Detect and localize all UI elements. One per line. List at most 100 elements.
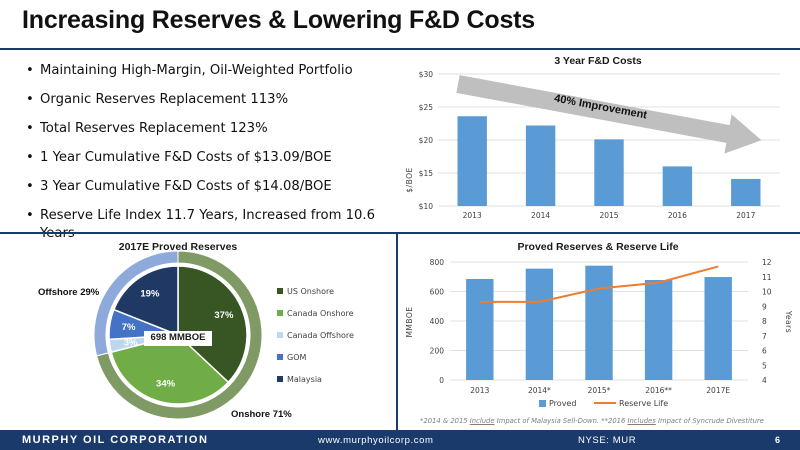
combo-y2-tick-label: 5 — [762, 361, 767, 370]
bullet-text: 1 Year Cumulative F&D Costs of $13.09/BO… — [40, 150, 332, 165]
proved-reserves-donut-chart: 2017E Proved Reserves 37% 34% 3% 7% 19% Onsho… — [38, 241, 354, 420]
combo-chart-title: Proved Reserves & Reserve Life — [517, 241, 678, 253]
combo-legend-swatch — [539, 400, 546, 407]
fd-x-tick-label: 2015 — [599, 211, 618, 220]
fd-chart-title: 3 Year F&D Costs — [554, 55, 642, 67]
stock-ticker: NYSE: MUR — [578, 435, 637, 446]
pie-slice-label: 19% — [140, 289, 160, 300]
pie-legend-swatch — [277, 354, 283, 360]
footnote-text: *2014 & 2015 — [420, 417, 470, 425]
pie-legend-label: Canada Onshore — [287, 309, 354, 318]
footnote-text: Impact of Syncrude Divestiture — [655, 417, 764, 425]
bullet-text: Total Reserves Replacement 123% — [40, 121, 268, 136]
combo-y2-tick-label: 6 — [762, 347, 767, 356]
footnote-underlined: Include — [469, 417, 495, 425]
bullet-item: • Organic Reserves Replacement 113% — [26, 91, 396, 120]
bullet-item: • 3 Year Cumulative F&D Costs of $14.08/B… — [26, 178, 396, 207]
combo-legend-label: Reserve Life — [619, 399, 668, 408]
combo-y2-tick-label: 9 — [762, 302, 767, 311]
pie-slice-label: 7% — [122, 322, 136, 333]
fd-cost-chart: 3 Year F&D Costs $/BOE 40% Improvement $… — [405, 55, 780, 220]
bullet-dot-icon: • — [26, 92, 34, 107]
proved-bar — [525, 268, 554, 380]
pie-legend-swatch — [277, 376, 283, 382]
bullet-dot-icon: • — [26, 63, 34, 78]
page-number: 6 — [775, 435, 781, 445]
combo-y-tick-label: 200 — [430, 347, 445, 356]
bullet-item: • 1 Year Cumulative F&D Costs of $13.09/B… — [26, 149, 396, 178]
combo-x-tick-label: 2015* — [588, 386, 611, 395]
fd-x-tick-label: 2014 — [531, 211, 550, 220]
bullet-dot-icon: • — [26, 150, 34, 165]
improvement-arrow-shape — [456, 75, 762, 154]
bullet-text: Maintaining High-Margin, Oil-Weighted Po… — [40, 63, 353, 78]
outer-ring-label: Onshore 71% — [231, 409, 292, 420]
footnote-underlined: Includes — [627, 417, 656, 425]
combo-x-tick-label: 2014* — [528, 386, 551, 395]
combo-y-tick-label: 400 — [430, 317, 445, 326]
bullet-dot-icon: • — [26, 179, 34, 194]
pie-legend-label: US Onshore — [287, 287, 334, 296]
fd-y-tick-label: $25 — [419, 103, 434, 112]
fd-y-tick-label: $10 — [419, 202, 434, 211]
bullet-item: • Total Reserves Replacement 123% — [26, 120, 396, 149]
pie-legend-label: Canada Offshore — [287, 331, 354, 340]
proved-reserves-combo-chart: Proved Reserves & Reserve Life MMBOE Yea… — [405, 241, 793, 408]
pie-legend-label: GOM — [287, 353, 306, 362]
pie-center-backdrop — [144, 331, 212, 346]
pie-outer-ring-segment — [93, 250, 179, 357]
pie-legend-swatch — [277, 288, 283, 294]
combo-y2-tick-label: 4 — [762, 376, 767, 385]
combo-y2-tick-label: 11 — [762, 273, 772, 282]
horizontal-divider — [0, 232, 800, 234]
bullet-dot-icon: • — [26, 121, 34, 136]
pie-slice — [112, 265, 179, 337]
pie-chart-title: 2017E Proved Reserves — [119, 241, 238, 253]
bullet-text: Organic Reserves Replacement 113% — [40, 92, 289, 107]
fd-x-tick-label: 2017 — [736, 211, 755, 220]
chart-footnote: *2014 & 2015 Include Impact of Malaysia … — [420, 417, 764, 425]
bullet-text: 3 Year Cumulative F&D Costs of $14.08/BO… — [40, 179, 332, 194]
fd-bar — [731, 178, 761, 206]
bullet-item: • Maintaining High-Margin, Oil-Weighted P… — [26, 62, 396, 91]
pie-legend-label: Malaysia — [287, 375, 322, 384]
fd-bar — [525, 125, 556, 206]
fd-y-axis-title: $/BOE — [405, 167, 414, 192]
combo-y-axis-title: MMBOE — [405, 306, 414, 337]
fd-y-tick-label: $20 — [419, 136, 434, 145]
pie-slice-label: 3% — [124, 338, 138, 349]
proved-bar — [466, 278, 494, 380]
combo-y-tick-label: 800 — [430, 258, 445, 267]
fd-x-tick-label: 2016 — [668, 211, 687, 220]
combo-x-tick-label: 2016** — [645, 386, 672, 395]
fd-bar — [662, 166, 693, 206]
pie-slice-label: 34% — [156, 378, 176, 389]
outer-ring-label: Offshore 29% — [38, 287, 100, 298]
fd-bar — [594, 139, 624, 206]
pie-slice — [177, 265, 248, 384]
combo-x-tick-label: 2013 — [470, 386, 489, 395]
company-url: www.murphyoilcorp.com — [318, 435, 434, 446]
combo-y2-tick-label: 10 — [762, 288, 772, 297]
combo-x-tick-label: 2017E — [706, 386, 730, 395]
combo-y2-tick-label: 8 — [762, 317, 767, 326]
combo-y-tick-label: 600 — [430, 288, 445, 297]
improvement-arrow — [456, 75, 762, 154]
proved-bar — [585, 265, 613, 380]
combo-legend-label: Proved — [549, 399, 576, 408]
company-name: MURPHY OIL CORPORATION — [22, 434, 209, 446]
footer-bar: MURPHY OIL CORPORATION www.murphyoilcorp… — [0, 430, 800, 450]
combo-y2-axis-title: Years — [784, 310, 793, 333]
fd-x-tick-label: 2013 — [463, 211, 482, 220]
pie-slice — [110, 334, 230, 405]
combo-y2-tick-label: 12 — [762, 258, 772, 267]
pie-legend-swatch — [277, 310, 283, 316]
combo-y-tick-label: 0 — [439, 376, 444, 385]
pie-legend-swatch — [277, 332, 283, 338]
title-divider — [0, 48, 800, 50]
fd-y-tick-label: $15 — [419, 169, 434, 178]
bullet-dot-icon: • — [26, 208, 34, 223]
footnote-text: Impact of Malaysia Sell-Down. **2016 — [494, 417, 628, 425]
fd-y-tick-label: $30 — [419, 70, 434, 79]
proved-bar — [644, 279, 673, 380]
